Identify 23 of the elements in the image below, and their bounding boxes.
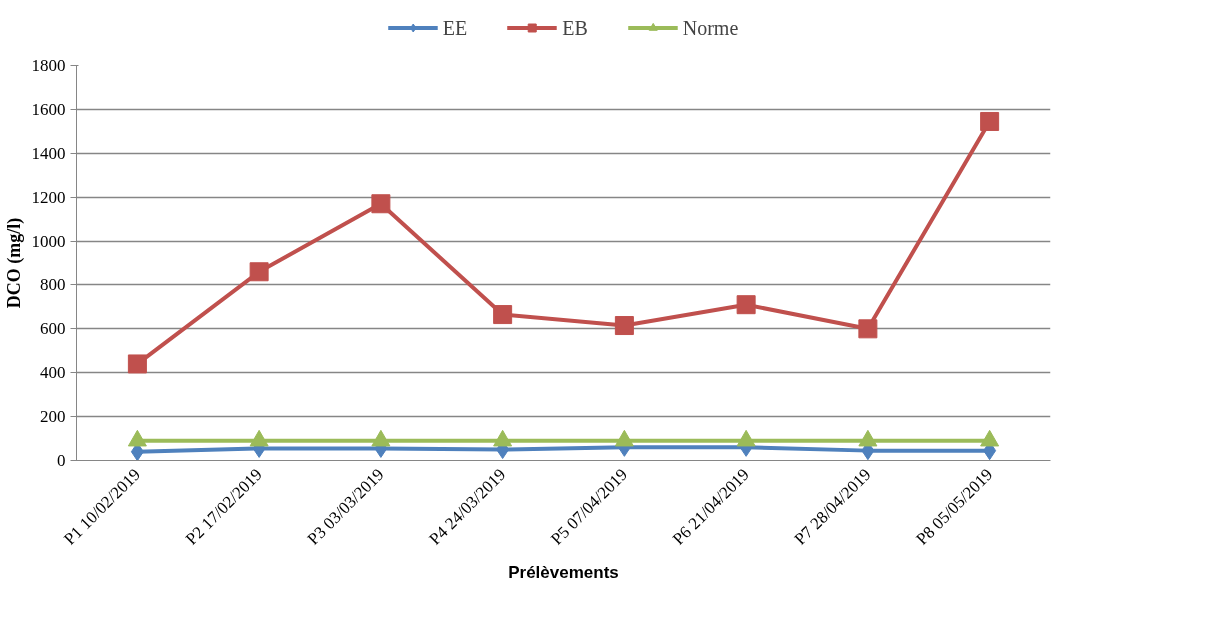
y-tick-label: 0 [57,451,66,470]
point [371,194,391,214]
y-tick-label: 400 [40,363,66,383]
y-tick-label: 1800 [31,56,66,75]
point [980,111,1000,131]
y-tick-label: 1200 [31,187,66,207]
y-tick-label: 200 [40,407,66,427]
y-tick-label: 1600 [31,99,66,119]
x-axis-title: Prélèvements [508,563,619,583]
y-tick-label: 1000 [31,231,66,251]
point [249,262,269,282]
point [858,319,878,339]
y-tick-label: 600 [40,319,66,339]
legend-label: EE [442,16,468,39]
point [736,295,756,315]
point [614,316,634,336]
y-tick-label: 1400 [31,143,66,163]
y-axis-title: DCO (mg/l) [3,217,25,309]
y-tick-label: 800 [40,275,66,295]
legend-label: EB [562,16,588,39]
point [493,305,513,325]
point [127,354,147,374]
legend-label: Norme [682,16,739,39]
